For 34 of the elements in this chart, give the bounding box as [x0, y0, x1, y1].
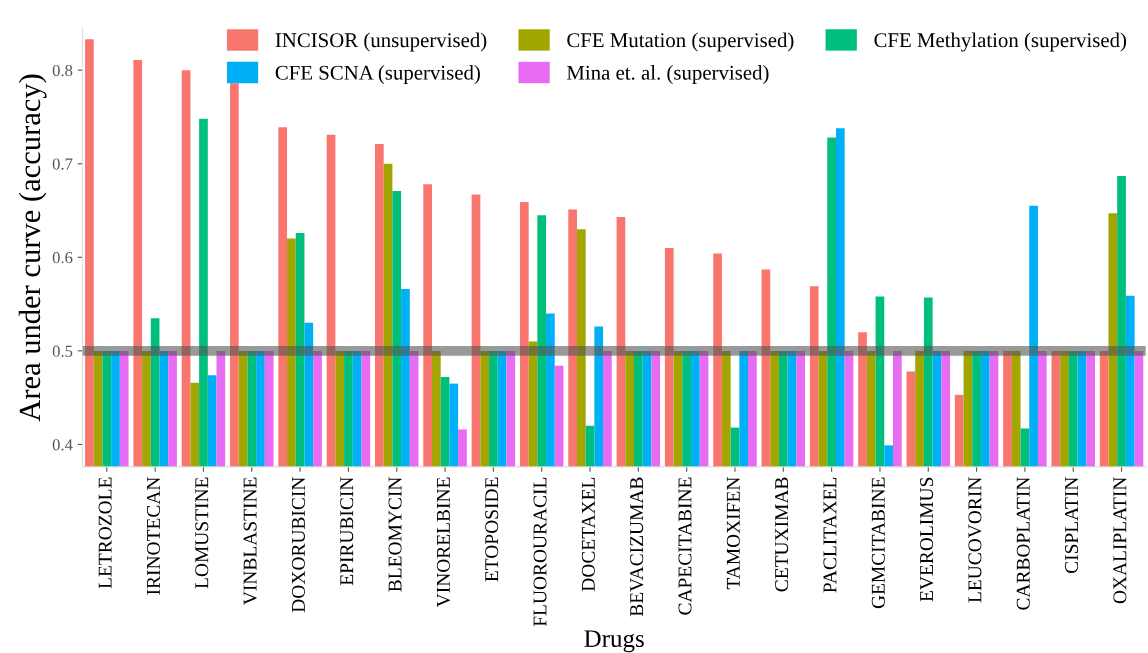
x-tick-label: CAPECITABINE: [678, 477, 692, 615]
x-tick-label: VINBLASTINE: [243, 477, 257, 605]
y-tick-label: 0.7: [52, 158, 73, 170]
legend-label: CFE SCNA (supervised): [275, 65, 480, 84]
legend-label: Mina et. al. (supervised): [566, 65, 769, 84]
legend-label: INCISOR (unsupervised): [275, 32, 487, 52]
y-axis-title: Area under curve (accuracy): [18, 74, 47, 422]
legend-label: CFE Mutation (supervised): [567, 32, 794, 52]
x-tick-label: OXALIPLATIN: [1113, 477, 1127, 604]
x-tick-label: EVEROLIMUS: [920, 477, 934, 602]
x-tick-label: LOMUSTINE: [195, 477, 209, 589]
x-tick-label: CARBOPLATIN: [1016, 477, 1030, 610]
x-tick-label: VINORELBINE: [436, 477, 451, 608]
x-tick-label: TAMOXIFEN: [726, 477, 740, 590]
x-tick-label: LETROZOLE: [98, 477, 112, 589]
x-axis-title: Drugs: [584, 630, 644, 653]
x-tick-label: LEUCOVORIN: [968, 477, 982, 603]
x-tick-label: CETUXIMAB: [775, 477, 789, 592]
x-tick-label: EPIRUBICIN: [340, 477, 354, 586]
x-tick-label: ETOPOSIDE: [485, 477, 499, 582]
x-tick-label: GEMCITABINE: [871, 477, 885, 609]
x-tick-label: BLEOMYCIN: [388, 477, 402, 592]
x-tick-label: FLUOROURACIL: [533, 477, 547, 627]
x-tick-label: BEVACIZUMAB: [630, 477, 644, 617]
x-tick-label: CISPLATIN: [1065, 477, 1079, 574]
y-tick-label: 0.5: [52, 345, 73, 357]
x-tick-label: PACLITAXEL: [823, 477, 837, 593]
y-tick-label: 0.8: [52, 64, 73, 77]
y-tick-label: 0.4: [52, 439, 73, 451]
legend-label: CFE Methylation (supervised): [874, 32, 1127, 52]
y-tick-label: 0.6: [52, 252, 73, 264]
x-tick-label: DOXORUBICIN: [291, 477, 305, 613]
x-tick-label: DOCETAXEL: [581, 477, 595, 592]
x-tick-label: IRINOTECAN: [146, 477, 160, 595]
